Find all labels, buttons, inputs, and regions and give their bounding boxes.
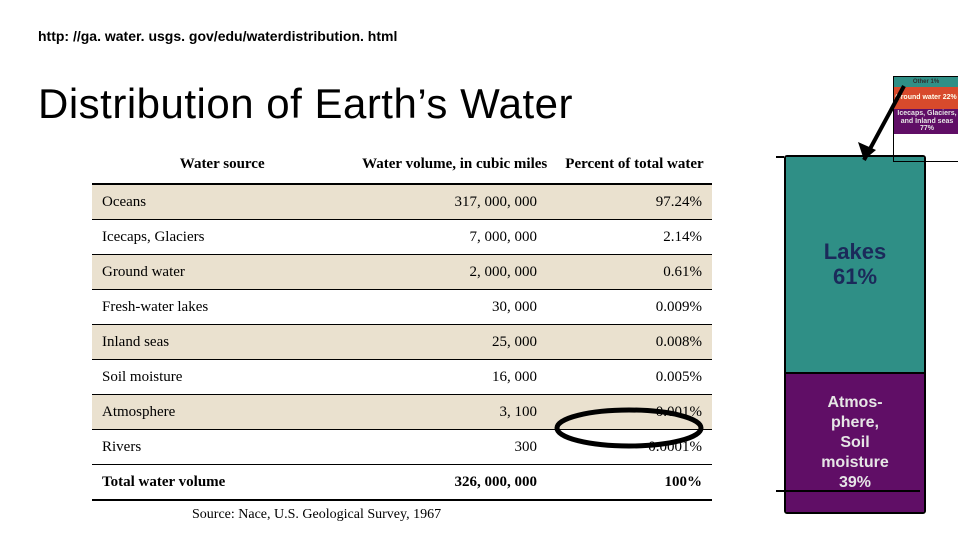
- table-row-total: Total water volume326, 000, 000100%: [92, 465, 712, 501]
- cell-volume: 30, 000: [352, 290, 557, 325]
- cell-source: Oceans: [92, 184, 352, 220]
- cell-volume: 326, 000, 000: [352, 465, 557, 501]
- cell-volume: 25, 000: [352, 325, 557, 360]
- bar-small-label: Other 1%: [913, 79, 939, 85]
- table-row: Inland seas25, 0000.008%: [92, 325, 712, 360]
- table-row: Icecaps, Glaciers7, 000, 0002.14%: [92, 220, 712, 255]
- cell-percent: 0.0001%: [557, 430, 712, 465]
- bar-small-segment-icecaps: Icecaps, Glaciers, and Inland seas 77%: [894, 109, 958, 134]
- cell-source: Atmosphere: [92, 395, 352, 430]
- bar-small-label: Icecaps, Glaciers, and Inland seas 77%: [895, 110, 958, 133]
- bar-segment-label: Soil: [840, 433, 869, 453]
- cell-percent: 0.005%: [557, 360, 712, 395]
- table-source-note: Source: Nace, U.S. Geological Survey, 19…: [92, 501, 712, 523]
- cell-volume: 3, 100: [352, 395, 557, 430]
- axis-tick: [776, 156, 784, 158]
- cell-percent: 0.009%: [557, 290, 712, 325]
- cell-percent: 0.001%: [557, 395, 712, 430]
- bar-small-segment-other: Other 1%: [894, 77, 958, 87]
- bar-chart-main: Lakes 61% Atmos- phere, Soil moisture 39…: [784, 155, 922, 510]
- cell-source: Fresh-water lakes: [92, 290, 352, 325]
- table-row: Atmosphere3, 1000.001%: [92, 395, 712, 430]
- table-row: Soil moisture16, 0000.005%: [92, 360, 712, 395]
- cell-percent: 0.61%: [557, 255, 712, 290]
- table-row: Fresh-water lakes30, 0000.009%: [92, 290, 712, 325]
- cell-source: Inland seas: [92, 325, 352, 360]
- cell-percent: 0.008%: [557, 325, 712, 360]
- table-row: Oceans317, 000, 00097.24%: [92, 184, 712, 220]
- col-header-percent: Percent of total water: [557, 150, 712, 184]
- cell-percent: 97.24%: [557, 184, 712, 220]
- cell-percent: 100%: [557, 465, 712, 501]
- cell-source: Rivers: [92, 430, 352, 465]
- cell-volume: 7, 000, 000: [352, 220, 557, 255]
- cell-volume: 16, 000: [352, 360, 557, 395]
- bar-segment-value: 61%: [833, 264, 877, 289]
- bar-segment-lakes: Lakes 61%: [786, 157, 924, 374]
- col-header-volume: Water volume, in cubic miles: [352, 150, 557, 184]
- bar-segment-label: Atmos-: [827, 393, 882, 413]
- cell-percent: 2.14%: [557, 220, 712, 255]
- cell-volume: 300: [352, 430, 557, 465]
- bar-small-label: Ground water 22%: [895, 94, 956, 101]
- cell-volume: 2, 000, 000: [352, 255, 557, 290]
- bar-segment-label: phere,: [831, 413, 879, 433]
- cell-source: Total water volume: [92, 465, 352, 501]
- cell-source: Ground water: [92, 255, 352, 290]
- cell-source: Soil moisture: [92, 360, 352, 395]
- cell-source: Icecaps, Glaciers: [92, 220, 352, 255]
- bar-segment-label: moisture: [821, 453, 889, 473]
- bar-small-segment-groundwater: Ground water 22%: [894, 87, 958, 109]
- water-distribution-table: Water source Water volume, in cubic mile…: [92, 150, 712, 523]
- bar-chart-small: Other 1% Ground water 22% Icecaps, Glaci…: [893, 76, 958, 162]
- axis-baseline: [776, 490, 920, 492]
- page-title: Distribution of Earth’s Water: [38, 80, 573, 128]
- table-row: Ground water2, 000, 0000.61%: [92, 255, 712, 290]
- col-header-source: Water source: [92, 150, 352, 184]
- bar-segment-label: Lakes: [824, 239, 886, 264]
- source-url: http: //ga. water. usgs. gov/edu/waterdi…: [38, 28, 397, 44]
- table-row: Rivers3000.0001%: [92, 430, 712, 465]
- cell-volume: 317, 000, 000: [352, 184, 557, 220]
